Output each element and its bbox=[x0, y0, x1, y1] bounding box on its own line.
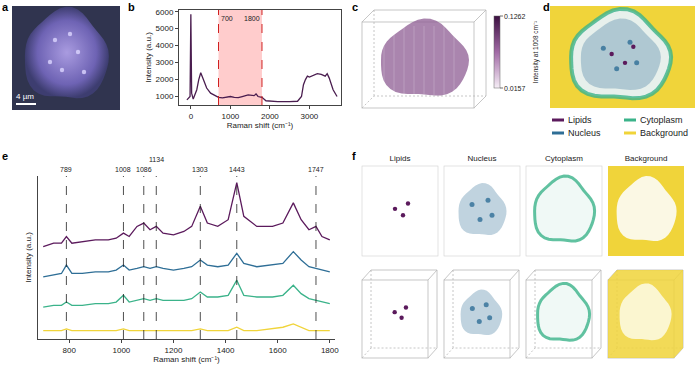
svg-text:Nucleus: Nucleus bbox=[568, 128, 601, 138]
svg-text:800: 800 bbox=[63, 346, 77, 355]
svg-text:3000: 3000 bbox=[156, 58, 174, 67]
svg-text:1443: 1443 bbox=[229, 166, 245, 173]
svg-text:1008: 1008 bbox=[115, 166, 131, 173]
svg-text:1000: 1000 bbox=[221, 112, 239, 121]
svg-text:0.0157: 0.0157 bbox=[504, 85, 526, 92]
svg-text:1134: 1134 bbox=[149, 156, 164, 163]
svg-text:1000: 1000 bbox=[112, 346, 130, 355]
svg-text:6000: 6000 bbox=[156, 8, 174, 17]
svg-text:1000: 1000 bbox=[156, 92, 174, 101]
svg-text:d: d bbox=[543, 1, 550, 13]
svg-text:Background: Background bbox=[640, 128, 688, 138]
svg-text:1800: 1800 bbox=[244, 15, 260, 22]
svg-text:1303: 1303 bbox=[192, 166, 208, 173]
svg-text:Intensity (a.u.): Intensity (a.u.) bbox=[144, 32, 153, 83]
svg-text:Background: Background bbox=[625, 154, 668, 163]
svg-text:Intensity (a.u.): Intensity (a.u.) bbox=[24, 232, 33, 283]
svg-text:1747: 1747 bbox=[308, 166, 324, 173]
svg-text:Cytoplasm: Cytoplasm bbox=[640, 115, 683, 125]
svg-text:Raman shift (cm⁻¹): Raman shift (cm⁻¹) bbox=[153, 355, 220, 364]
svg-text:Raman shift (cm⁻¹): Raman shift (cm⁻¹) bbox=[227, 121, 294, 130]
svg-text:2000: 2000 bbox=[156, 75, 174, 84]
svg-text:5000: 5000 bbox=[156, 24, 174, 33]
svg-text:Cytoplasm: Cytoplasm bbox=[545, 154, 583, 163]
svg-text:0: 0 bbox=[189, 112, 194, 121]
svg-text:789: 789 bbox=[60, 166, 72, 173]
svg-text:700: 700 bbox=[221, 15, 233, 22]
svg-text:3000: 3000 bbox=[300, 112, 318, 121]
svg-text:4000: 4000 bbox=[156, 41, 174, 50]
svg-text:4 µm: 4 µm bbox=[16, 92, 34, 101]
svg-text:f: f bbox=[352, 150, 356, 162]
svg-text:Lipids: Lipids bbox=[390, 154, 411, 163]
svg-text:1400: 1400 bbox=[217, 346, 235, 355]
svg-text:c: c bbox=[352, 1, 358, 13]
svg-text:1600: 1600 bbox=[269, 346, 287, 355]
svg-text:Intensity at 1008 cm⁻¹: Intensity at 1008 cm⁻¹ bbox=[532, 20, 540, 83]
svg-text:Nucleus: Nucleus bbox=[468, 154, 497, 163]
svg-text:1800: 1800 bbox=[321, 346, 339, 355]
svg-text:Lipids: Lipids bbox=[568, 115, 592, 125]
svg-text:1086: 1086 bbox=[136, 166, 152, 173]
svg-text:b: b bbox=[128, 1, 135, 13]
svg-text:e: e bbox=[2, 150, 8, 162]
svg-text:0.1262: 0.1262 bbox=[504, 13, 526, 20]
svg-text:1200: 1200 bbox=[165, 346, 183, 355]
svg-text:2000: 2000 bbox=[261, 112, 279, 121]
svg-text:a: a bbox=[2, 1, 9, 13]
